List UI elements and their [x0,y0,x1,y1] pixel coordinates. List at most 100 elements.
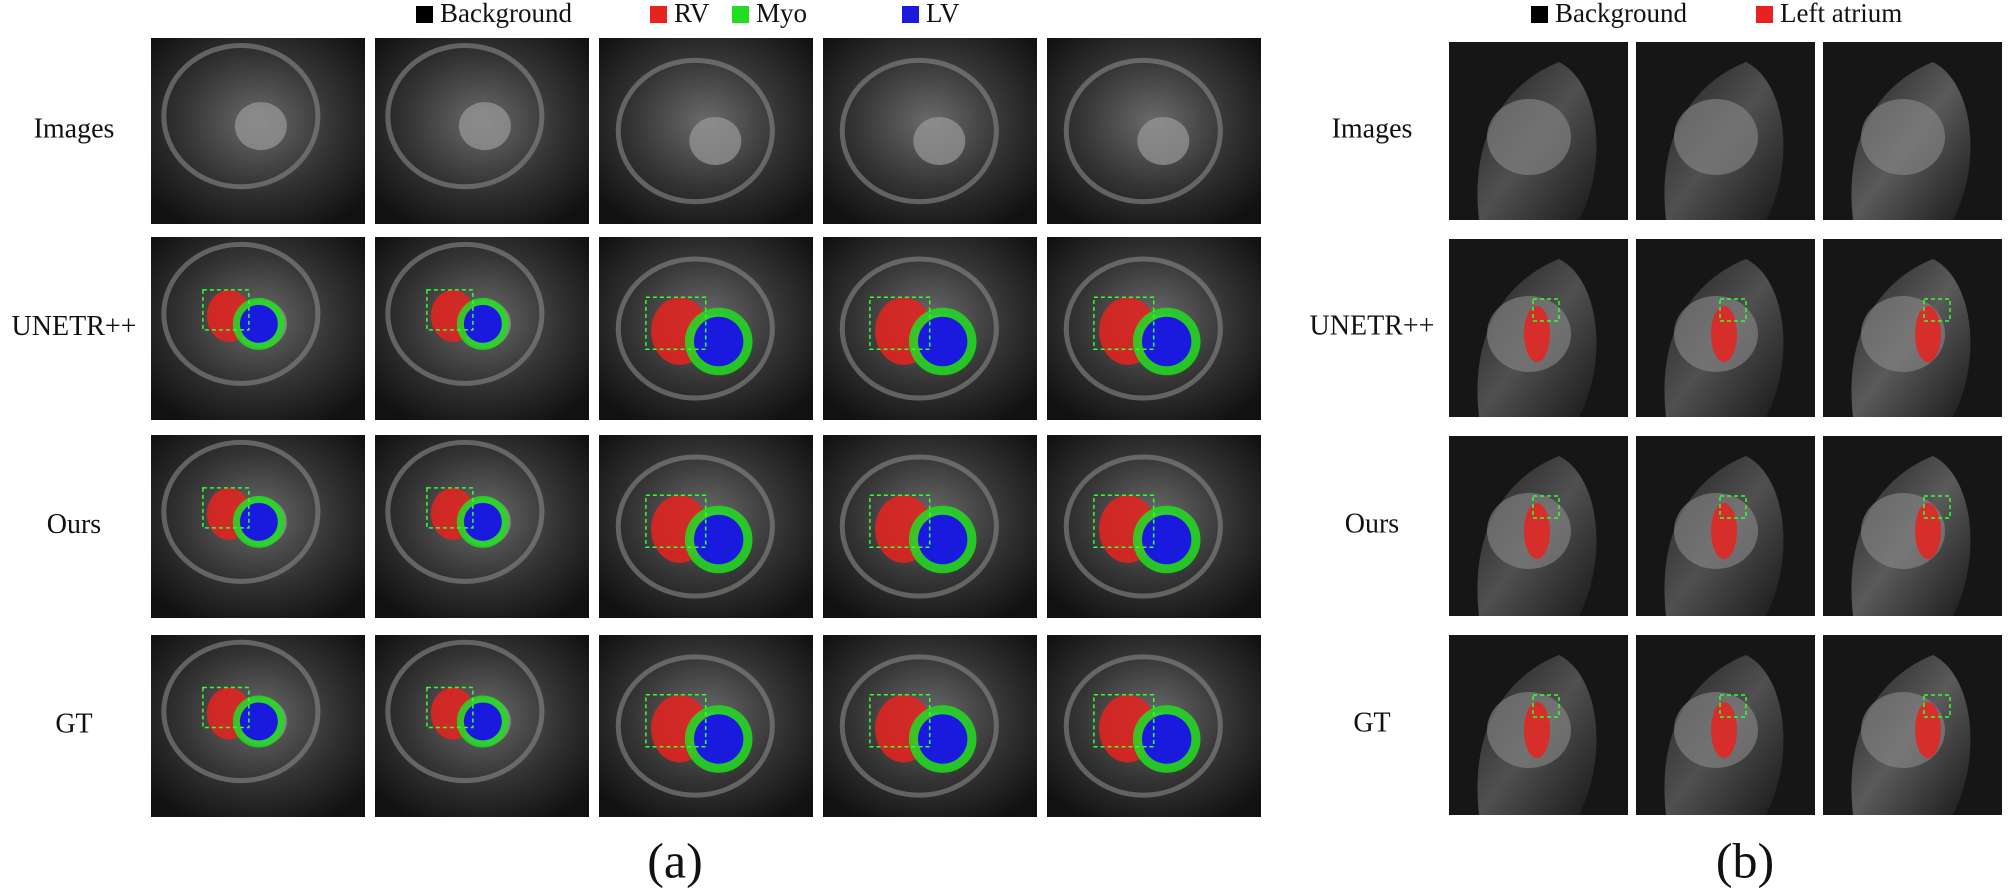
legend-label: RV [674,0,710,28]
lv-mask [694,714,744,764]
panel-caption: (a) [647,832,703,888]
anatomy [1487,99,1571,175]
row-label: Ours [1345,508,1399,539]
legend-label: Background [440,0,572,28]
mri-image [823,38,1037,224]
anatomy [161,241,321,386]
roi-box [1093,296,1155,351]
anatomy [1063,454,1223,599]
lv-mask [463,304,502,343]
mri-image [1047,38,1261,224]
la-mask [1524,306,1550,362]
row-label: Ours [47,509,101,540]
roi-box [1532,694,1560,718]
lv-mask [918,316,968,367]
anatomy [1063,57,1223,205]
lv-mask [239,502,278,541]
mri-image [1636,436,1815,616]
mri-image [375,38,589,224]
roi-box [1719,298,1747,322]
anatomy [385,639,545,784]
anatomy [1674,99,1758,175]
mri-image [1449,239,1628,417]
mri-image [1823,239,2002,417]
mri-image [1047,237,1261,420]
legend-label: Background [1555,0,1687,28]
lv-mask [1142,514,1192,565]
la-mask [1524,702,1550,758]
roi-box [869,296,931,351]
mri-image [1449,635,1628,815]
roi-box [1923,495,1951,519]
roi-box [645,694,707,748]
la-mask [1915,306,1941,362]
la-mask [1711,306,1737,362]
row-label: UNETR++ [1310,310,1435,341]
anatomy [839,57,999,205]
roi-box [1093,494,1155,549]
mri-image [151,635,365,817]
mri-image [1047,635,1261,817]
anatomy [161,639,321,784]
lv-mask [239,304,278,343]
mri-image [1823,42,2002,220]
mri-image [599,237,813,420]
anatomy [913,117,966,165]
anatomy [385,241,545,386]
mri-image [823,237,1037,420]
roi-box [426,289,474,331]
anatomy [234,102,287,151]
roi-box [645,296,707,351]
mri-image [599,435,813,618]
roi-box [869,694,931,748]
la-mask [1524,503,1550,559]
lv-mask [694,514,744,565]
mri-image [823,635,1037,817]
roi-box [1923,298,1951,322]
mri-image [823,435,1037,618]
lv-mask [1142,316,1192,367]
mri-image [599,635,813,817]
mri-image [599,38,813,224]
lv-mask [239,702,278,741]
anatomy [458,102,511,151]
legend-swatch [1531,6,1548,23]
anatomy [1137,117,1190,165]
roi-box [426,487,474,529]
roi-box [426,686,474,729]
roi-box [202,686,250,729]
lv-mask [918,514,968,565]
anatomy [839,454,999,599]
roi-box [869,494,931,549]
legend-swatch [1756,6,1773,23]
anatomy [689,117,742,165]
roi-box [1532,298,1560,322]
mri-image [1449,42,1628,220]
anatomy [1861,99,1945,175]
roi-box [1923,694,1951,718]
anatomy [839,256,999,401]
lv-mask [1142,714,1192,764]
anatomy [615,57,775,205]
anatomy [1063,256,1223,401]
la-mask [1711,503,1737,559]
la-mask [1711,702,1737,758]
mri-image [1636,239,1815,417]
row-label: Images [34,113,115,144]
anatomy [615,454,775,599]
lv-mask [463,702,502,741]
la-mask [1915,702,1941,758]
lv-mask [694,316,744,367]
panel-caption: (b) [1716,832,1774,888]
mri-image [151,435,365,618]
legend-label: LV [926,0,960,28]
roi-box [202,289,250,331]
mri-image [1047,435,1261,618]
legend-swatch [416,6,433,23]
row-label: Images [1332,113,1413,144]
mri-image [375,237,589,420]
anatomy [385,42,545,190]
anatomy [615,256,775,401]
